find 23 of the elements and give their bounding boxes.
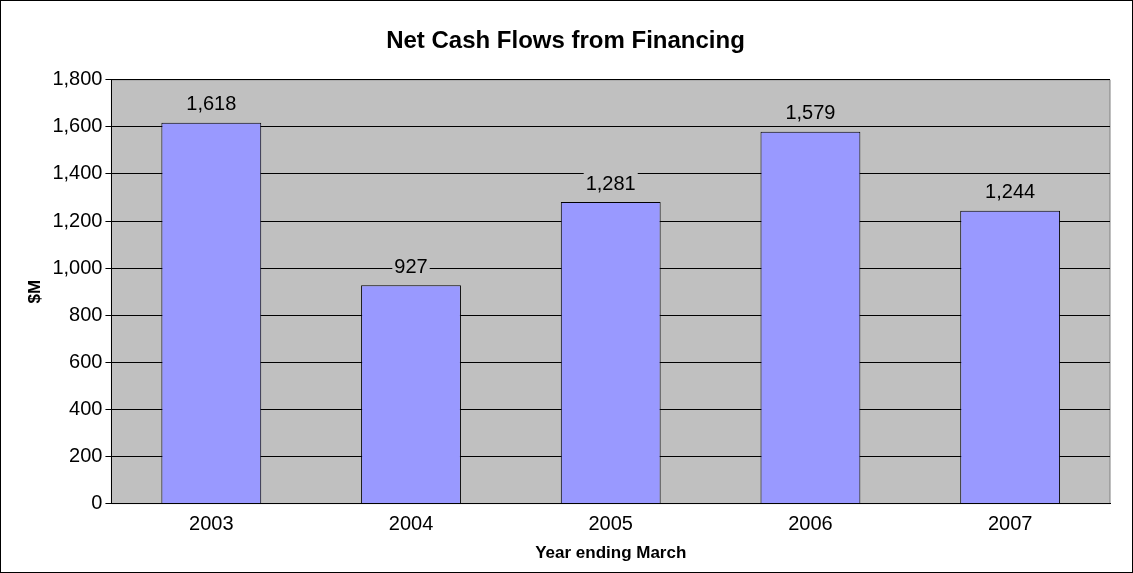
- x-tick-label: 2007: [987, 512, 1033, 535]
- y-tick-label: 1,400: [52, 161, 103, 184]
- x-tick-label: 2005: [588, 512, 633, 535]
- y-tick-label: 1,600: [52, 114, 103, 137]
- y-tick-label: 800: [69, 302, 103, 325]
- x-axis-title: Year ending March: [535, 543, 687, 563]
- x-tick-label: 2003: [189, 512, 234, 535]
- y-tick-label: 1,000: [52, 255, 103, 278]
- y-tick-label: 0: [91, 491, 103, 514]
- data-label: 1,281: [585, 171, 636, 194]
- y-tick-label: 600: [69, 349, 103, 372]
- data-label: 1,579: [785, 101, 836, 124]
- y-tick-label: 1,200: [52, 208, 103, 231]
- data-label: 1,244: [985, 180, 1036, 203]
- y-tick-label: 200: [69, 444, 103, 467]
- data-label: 1,618: [186, 92, 237, 115]
- x-tick-label: 2004: [388, 512, 434, 535]
- y-axis-title: $M: [24, 279, 44, 304]
- data-label: 927: [394, 254, 428, 277]
- y-tick-label: 400: [69, 396, 103, 419]
- y-tick-label: 1,800: [52, 67, 103, 90]
- x-tick-label: 2006: [788, 512, 833, 535]
- chart-title: Net Cash Flows from Financing: [386, 26, 745, 54]
